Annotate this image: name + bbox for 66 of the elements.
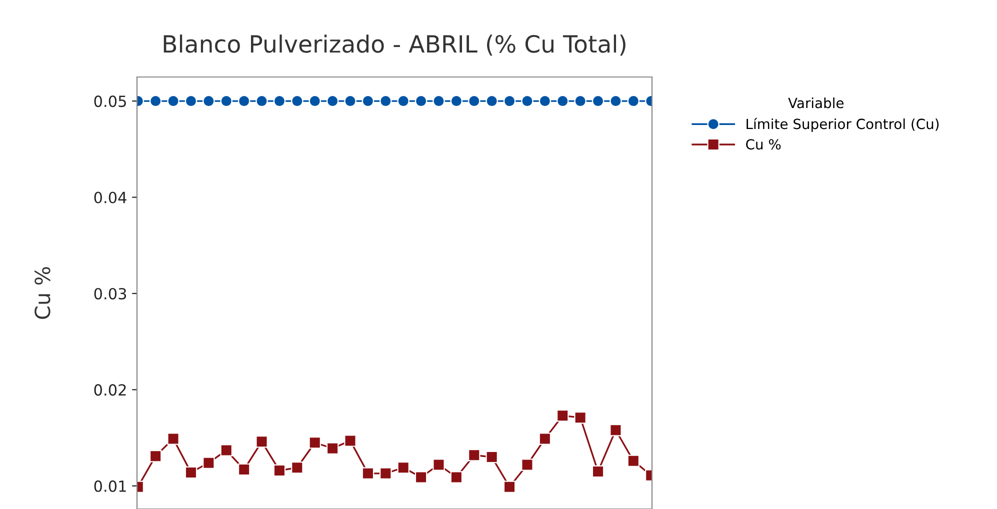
point [291,462,304,474]
point [380,467,392,480]
point [344,434,356,447]
point [521,458,534,471]
point [362,467,374,480]
point [627,94,640,108]
point [149,450,162,462]
point [308,94,321,108]
y-tick-label: 0.01 [94,480,126,492]
point [592,465,604,478]
point [450,94,463,108]
point [220,444,232,456]
point [450,471,463,484]
legend-label: Cu % [746,139,781,150]
y-axis-title: Cu % [34,267,50,319]
point [167,94,180,108]
point [538,94,552,108]
point [149,94,162,108]
point [592,94,604,108]
y-tick-label: 0.02 [94,384,126,396]
chart-title: Blanco Pulverizado - ABRIL (% Cu Total) [164,34,626,56]
point [256,436,268,448]
point [380,94,392,108]
point [273,464,286,477]
point [273,94,286,108]
point [432,94,445,108]
point [627,454,640,468]
y-tick-label: 0.05 [94,96,126,108]
point [468,94,480,108]
point [574,411,586,424]
point [610,94,622,108]
point [202,456,215,469]
point [220,94,232,108]
point [397,94,410,108]
point [238,463,250,476]
point [202,94,215,108]
point [503,480,516,493]
point [574,94,586,108]
point [503,94,516,108]
point [556,410,569,422]
point [397,462,410,474]
point [414,94,428,108]
point [486,94,498,108]
point [256,94,268,108]
point [167,432,180,445]
point [362,94,374,108]
point [556,94,569,108]
point [610,424,622,436]
point [184,94,198,108]
point [414,471,428,484]
legend-label: Límite Superior Control (Cu) [746,118,939,132]
point [521,94,534,108]
point [291,94,304,108]
point [538,432,552,445]
y-tick-label: 0.04 [94,192,126,204]
point [326,94,339,108]
point [486,450,498,464]
point [326,442,339,454]
point [238,94,250,108]
legend-title: Variable [788,98,844,108]
y-tick-label: 0.03 [94,288,126,300]
point [468,449,480,462]
point [308,436,321,449]
point [184,466,198,479]
point [344,94,356,108]
point [432,458,445,471]
